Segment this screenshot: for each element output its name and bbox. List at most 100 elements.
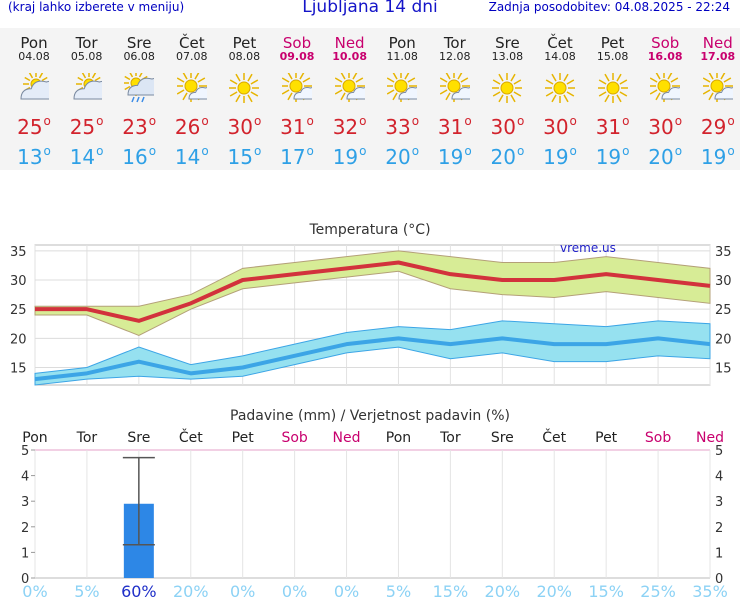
day-name: Sob xyxy=(282,34,312,52)
day-date: 17.08 xyxy=(700,50,736,63)
day-column: Tor 05.08 25o 14o xyxy=(61,28,113,170)
max-temperature-line xyxy=(35,260,711,323)
max-temperature: 29o xyxy=(700,114,735,139)
precipitation-y-tick-right: 3 xyxy=(715,495,723,510)
day-column: Pon 04.08 25o 13o xyxy=(8,28,60,170)
precipitation-day-label: Ned xyxy=(333,430,361,446)
min-temperature-line xyxy=(34,336,711,382)
precipitation-day-label: Ned xyxy=(696,430,724,446)
day-column: Čet 14.08 30o 19o xyxy=(534,28,586,170)
day-date: 13.08 xyxy=(491,50,524,63)
min-temperature-band xyxy=(34,320,711,386)
precipitation-y-tick-left: 3 xyxy=(21,495,29,510)
precipitation-probability: 0% xyxy=(282,582,307,600)
precipitation-probability: 5% xyxy=(74,582,99,600)
max-temperature: 30o xyxy=(543,114,577,139)
precipitation-day-label: Tor xyxy=(76,430,98,446)
day-name: Ned xyxy=(334,34,365,52)
precipitation-day-label: Sob xyxy=(645,430,671,446)
temperature-y-tick-right: 25 xyxy=(715,303,732,318)
day-date: 08.08 xyxy=(228,50,261,63)
day-date: 15.08 xyxy=(596,50,629,63)
last-updated: Zadnja posodobitev: 04.08.2025 - 22:24 xyxy=(488,0,730,14)
precipitation-probability: 25% xyxy=(640,582,676,600)
day-column: Pet 08.08 30o 15o xyxy=(218,28,270,170)
precipitation-probability: 20% xyxy=(173,582,209,600)
menu-hint-link[interactable]: (kraj lahko izberete v meniju) xyxy=(8,0,185,14)
max-temperature: 26o xyxy=(174,114,209,139)
day-date: 05.08 xyxy=(70,50,103,63)
day-date: 04.08 xyxy=(18,50,50,63)
day-column: Ned 10.08 32o 19o xyxy=(324,28,376,170)
max-temperature: 31o xyxy=(280,114,314,139)
day-name: Čet xyxy=(179,34,205,52)
day-column: Tor 12.08 31o 19o xyxy=(429,28,481,170)
precipitation-y-tick-left: 1 xyxy=(21,546,29,561)
precipitation-y-tick-left: 5 xyxy=(21,444,29,459)
min-temperature: 15o xyxy=(227,144,262,169)
sun-small-cloud-icon xyxy=(282,73,312,102)
sun-icon xyxy=(229,73,260,103)
day-column: Sre 13.08 30o 20o xyxy=(481,28,533,170)
min-temperature: 20o xyxy=(490,144,525,169)
day-column: Sob 16.08 30o 20o xyxy=(639,28,691,170)
top-bar: (kraj lahko izberete v meniju) Ljubljana… xyxy=(0,0,740,20)
max-temperature: 30o xyxy=(490,114,525,139)
precipitation-day-label: Pet xyxy=(232,430,255,446)
temperature-y-tick-left: 35 xyxy=(10,245,27,260)
sun-small-cloud-icon xyxy=(702,73,733,102)
min-temperature: 19o xyxy=(700,144,735,169)
temperature-y-tick-right: 35 xyxy=(715,245,732,260)
precipitation-day-label: Sob xyxy=(281,430,307,446)
min-temperature: 20o xyxy=(648,144,683,169)
precipitation-probability: 60% xyxy=(121,582,157,600)
day-name: Pet xyxy=(600,34,625,52)
day-name: Ned xyxy=(702,34,733,52)
page-title: Ljubljana 14 dni xyxy=(302,0,438,17)
day-column: Sob 09.08 31o 17o xyxy=(271,28,323,170)
day-name: Sre xyxy=(495,34,520,52)
min-temperature: 16o xyxy=(122,144,157,169)
day-name: Tor xyxy=(75,34,98,52)
day-name: Čet xyxy=(547,34,573,52)
min-temperature: 19o xyxy=(595,144,630,169)
day-date: 06.08 xyxy=(123,50,155,63)
sun-small-cloud-icon xyxy=(439,73,470,102)
max-temperature: 31o xyxy=(595,114,630,139)
min-temperature: 14o xyxy=(69,144,104,169)
sun-icon xyxy=(492,73,523,103)
day-date: 12.08 xyxy=(439,50,471,63)
temperature-y-tick-left: 15 xyxy=(10,362,27,377)
min-temperature: 19o xyxy=(332,144,367,169)
max-temperature: 30o xyxy=(227,114,262,139)
precipitation-y-tick-left: 4 xyxy=(21,470,29,485)
temperature-y-tick-right: 30 xyxy=(715,274,732,289)
sun-small-cloud-icon xyxy=(387,73,418,102)
day-column: Čet 07.08 26o 14o xyxy=(166,28,218,170)
precipitation-y-tick-right: 0 xyxy=(715,572,723,587)
sun-icon xyxy=(597,73,628,103)
day-name: Tor xyxy=(443,34,466,52)
precipitation-day-label: Sre xyxy=(491,430,514,446)
daily-forecast-strip: Pon 04.08 25o 13o Tor 05.08 25o 14o Sre 06.08 23o 1… xyxy=(0,28,740,170)
day-date: 07.08 xyxy=(176,50,208,63)
partly-cloudy-icon xyxy=(20,73,49,100)
precipitation-y-tick-left: 2 xyxy=(21,521,29,536)
temperature-y-tick-left: 30 xyxy=(10,274,27,289)
max-temperature-band xyxy=(34,250,711,336)
min-temperature: 14o xyxy=(174,144,209,169)
max-temperature: 23o xyxy=(122,114,157,139)
temperature-chart-title: Temperatura (°C) xyxy=(308,222,430,238)
min-temperature: 17o xyxy=(280,144,314,169)
day-name: Pon xyxy=(388,34,416,52)
day-column: Pon 11.08 33o 20o xyxy=(376,28,428,170)
max-temperature: 33o xyxy=(385,114,420,139)
precipitation-day-label: Sre xyxy=(127,430,150,446)
min-temperature: 13o xyxy=(17,144,51,169)
day-column: Pet 15.08 31o 19o xyxy=(587,28,639,170)
precipitation-day-label: Pet xyxy=(595,430,618,446)
precipitation-day-label: Pon xyxy=(386,430,411,446)
day-column: Ned 17.08 29o 19o xyxy=(692,28,740,170)
day-name: Pon xyxy=(20,34,48,52)
